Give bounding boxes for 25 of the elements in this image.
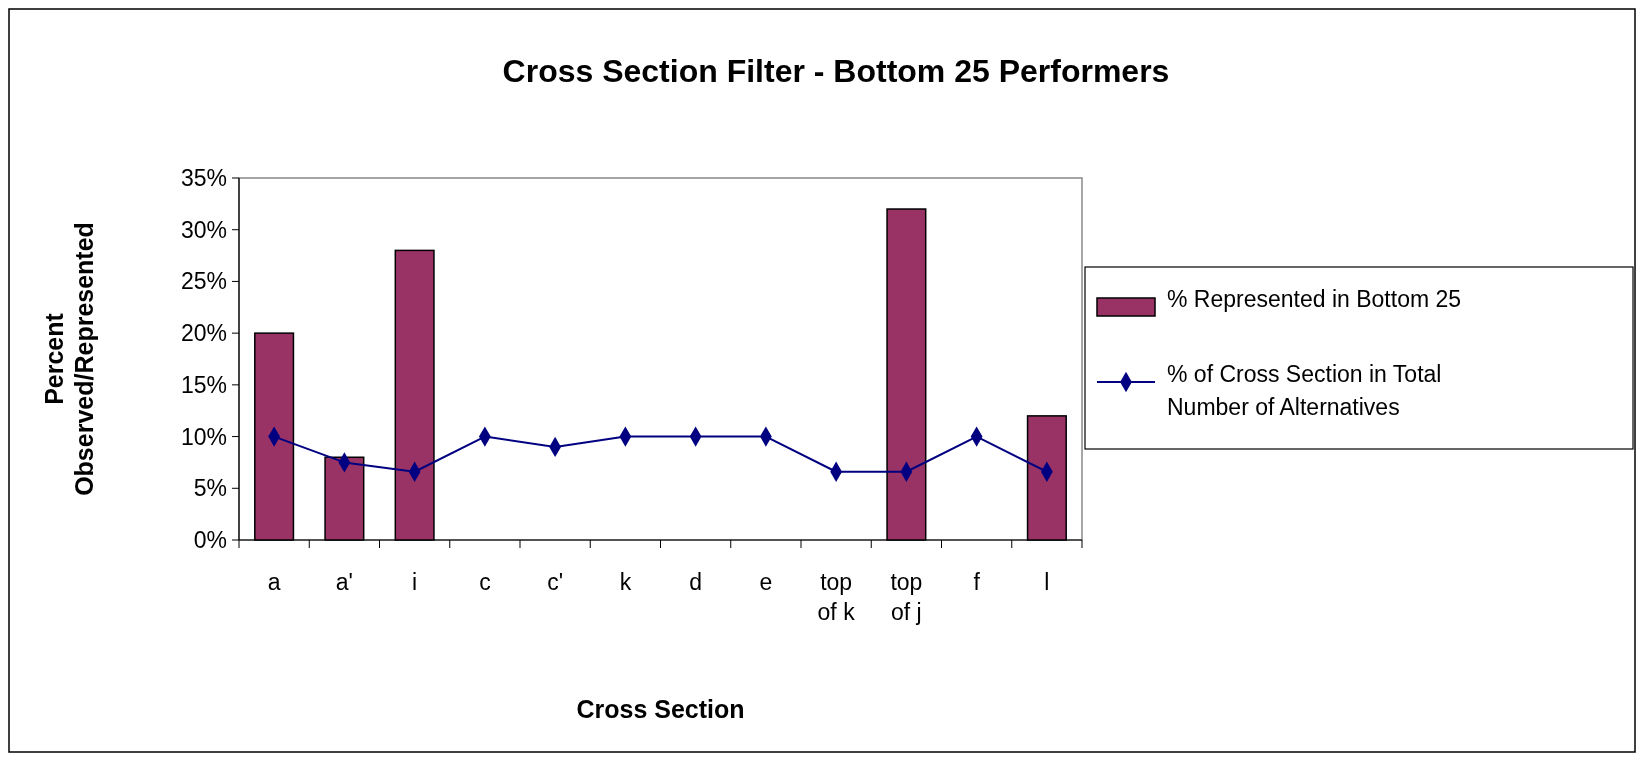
x-tick-label: k (619, 569, 632, 595)
x-tick-label: c' (547, 569, 564, 595)
y-axis-title: Percent Observed/Represented (40, 222, 98, 496)
x-tick-label: l (1044, 569, 1050, 595)
x-tick-label: top of j (890, 569, 923, 625)
chart-title: Cross Section Filter - Bottom 25 Performers (502, 53, 1170, 89)
y-tick-label: 25% (180, 268, 227, 295)
x-tick-label: top of k (817, 569, 856, 625)
y-tick-label: 10% (180, 423, 227, 450)
x-tick-label: c (479, 569, 491, 595)
x-tick-label: i (412, 569, 418, 595)
y-tick-label: 15% (180, 371, 227, 398)
x-axis-title: Cross Section (576, 695, 745, 723)
x-tick-label: e (759, 569, 773, 595)
x-tick-label: f (973, 569, 981, 595)
x-tick-label: a (267, 569, 281, 595)
y-tick-label: 30% (180, 216, 227, 243)
y-tick-label: 5% (193, 475, 227, 502)
y-tick-label: 0% (193, 527, 227, 554)
legend-label: % of Cross Section in Total Number of Alternatives (1167, 361, 1442, 420)
x-tick-label: d (689, 569, 703, 595)
y-tick-label: 20% (180, 320, 227, 347)
y-tick-label: 35% (180, 165, 227, 192)
x-tick-label: a' (335, 569, 353, 595)
legend-label: % Represented in Bottom 25 (1167, 286, 1462, 312)
